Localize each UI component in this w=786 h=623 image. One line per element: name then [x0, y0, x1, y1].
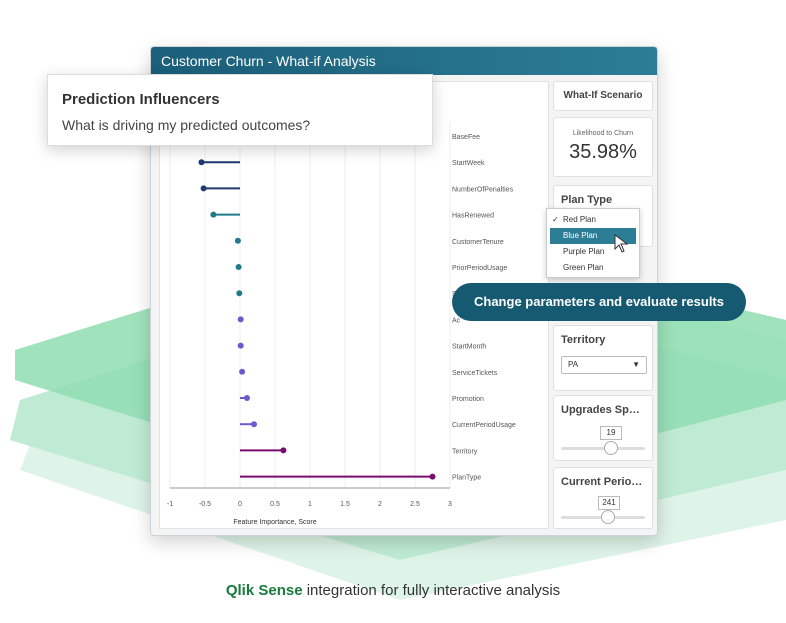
caption-text: integration for fully interactive analys…	[302, 582, 561, 599]
lollipop-point	[234, 237, 241, 244]
lollipop-point	[237, 316, 244, 323]
feature-label: Territory	[452, 448, 478, 455]
feature-label: Promotion	[452, 396, 484, 403]
lollipop-point	[198, 159, 205, 166]
app-window: Customer Churn - What-if Analysis -1 -0.5…	[150, 46, 658, 536]
current-period-title: Current Period ...	[561, 476, 651, 488]
chevron-down-icon: ▼	[632, 360, 640, 369]
lollipop-point	[210, 211, 217, 218]
churn-label: Likelihood to Churn	[572, 130, 634, 137]
x-tick-label: 2	[378, 501, 382, 508]
lollipop-point	[239, 368, 246, 375]
change-parameters-callout: Change parameters and evaluate results	[452, 283, 746, 321]
lollipop-point	[236, 290, 243, 297]
feature-label: StartWeek	[452, 160, 485, 167]
lollipop-point	[244, 395, 250, 401]
scenario-title: What-If Scenario	[563, 90, 643, 101]
feature-label: CustomerTenure	[452, 239, 504, 246]
feature-label: StartMonth	[452, 344, 486, 351]
x-tick-label: -1	[167, 501, 173, 508]
lollipop-point	[237, 342, 244, 349]
upgrades-title: Upgrades Spend	[561, 404, 649, 416]
tooltip-heading: Prediction Influencers	[62, 91, 220, 108]
current-period-value: 241	[598, 496, 620, 510]
caption-brand: Qlik Sense	[225, 582, 303, 599]
x-tick-label: 0.5	[270, 501, 280, 508]
lollipop-point	[280, 447, 287, 454]
tooltip-question: What is driving my predicted outcomes?	[62, 117, 311, 133]
x-tick-label: 0	[238, 501, 242, 508]
churn-kpi-card: Likelihood to Churn 35.98%	[553, 117, 653, 177]
feature-label: NumberOfPenalties	[452, 186, 514, 193]
churn-value: 35.98%	[569, 141, 637, 163]
x-tick-label: 3	[448, 501, 452, 508]
feature-label: PriorPeriodUsage	[452, 265, 507, 272]
dropdown-option-red-plan[interactable]: Red Plan	[547, 212, 639, 228]
x-tick-label: -0.5	[199, 501, 211, 508]
upgrades-card: Upgrades Spend 19	[553, 395, 653, 461]
current-period-slider-knob[interactable]	[601, 510, 615, 524]
plan-type-title: Plan Type	[561, 194, 613, 206]
territory-select[interactable]: PA ▼	[561, 356, 647, 374]
feature-label: Ac	[452, 317, 461, 324]
upgrades-slider-track[interactable]	[561, 447, 645, 450]
dropdown-option-green-plan[interactable]: Green Plan	[563, 263, 604, 272]
territory-title: Territory	[561, 334, 606, 346]
territory-card: Territory PA ▼	[553, 325, 653, 391]
lollipop-point	[429, 473, 436, 480]
feature-label: PlanType	[452, 475, 481, 482]
plan-type-dropdown[interactable]: Red Plan Blue Plan Purple Plan Green Pla…	[546, 208, 640, 278]
feature-label: CurrentPeriodUsage	[452, 422, 516, 429]
upgrades-slider-knob[interactable]	[604, 441, 618, 455]
dropdown-option-purple-plan[interactable]: Purple Plan	[563, 247, 605, 256]
lollipop-point	[251, 421, 257, 428]
scenario-card: What-If Scenario	[553, 81, 653, 111]
x-axis-title: Feature Importance, Score	[233, 519, 316, 526]
window-title: Customer Churn - What-if Analysis	[151, 47, 657, 75]
current-period-card: Current Period ... 241	[553, 467, 653, 529]
lollipop-point	[235, 264, 242, 270]
upgrades-value: 19	[600, 426, 622, 440]
territory-value: PA	[568, 360, 579, 369]
lollipop-point	[200, 185, 207, 192]
feature-label: BaseFee	[452, 134, 480, 141]
x-tick-label: 1	[308, 501, 312, 508]
lollipop-chart: -1 -0.5 0 0.5 1 1.5 2 2.5 3 Feature Importance, S…	[167, 122, 516, 526]
mouse-cursor-icon	[614, 234, 629, 253]
x-tick-label: 1.5	[340, 501, 350, 508]
x-tick-label: 2.5	[410, 501, 420, 508]
prediction-influencers-tooltip: Prediction Influencers What is driving m…	[47, 74, 433, 146]
feature-label: HasRenewed	[452, 213, 494, 220]
feature-label: ServiceTickets	[452, 370, 498, 377]
page-caption: Qlik Sense integration for fully interac…	[0, 582, 786, 599]
